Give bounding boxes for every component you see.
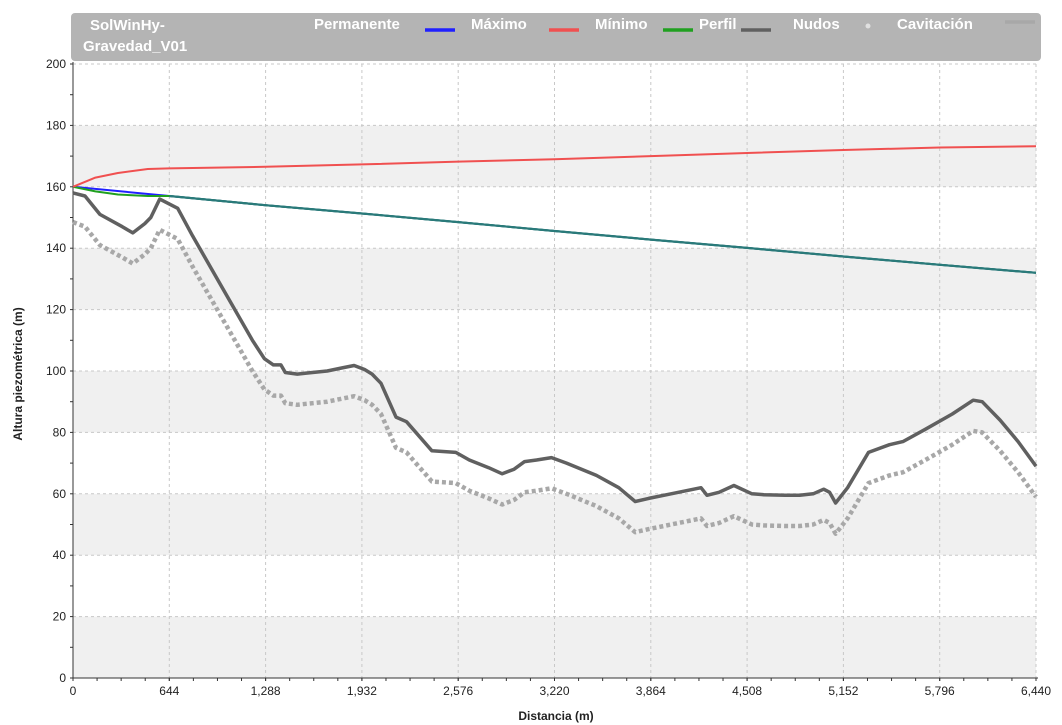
- x-tick-label: 3,864: [636, 684, 666, 698]
- series-lines: [72, 145, 1038, 536]
- y-tick-label: 160: [46, 180, 66, 194]
- x-tick-label: 1,288: [251, 684, 281, 698]
- series-line-perfil: [72, 191, 1038, 505]
- legend-label: Cavitación: [897, 16, 973, 33]
- y-tick-label: 20: [53, 610, 67, 624]
- header-title-line2: Gravedad_V01: [83, 38, 187, 55]
- header-title-line1: SolWinHy-: [90, 17, 165, 34]
- legend-swatch: [865, 23, 871, 29]
- y-tick-label: 180: [46, 118, 66, 132]
- x-axis-title: Distancia (m): [518, 709, 593, 723]
- x-tick-label: 4,508: [732, 684, 762, 698]
- y-tick-label: 200: [46, 57, 66, 71]
- series-line-maximo: [72, 145, 1037, 188]
- y-axis-title: Altura piezométrica (m): [11, 307, 25, 440]
- grid-lines: [73, 63, 1037, 678]
- x-tick-label: 6,440: [1021, 684, 1051, 698]
- legend-label: Mínimo: [595, 16, 648, 33]
- x-tick-label: 5,152: [828, 684, 858, 698]
- series-line-overlap: [169, 194, 1037, 274]
- axes: [70, 62, 1038, 681]
- legend-label: Máximo: [471, 16, 527, 33]
- y-tick-label: 80: [53, 425, 67, 439]
- tick-labels: 0 20 40 60 80 100 120 140 160 180 200 0 644 1,288 1,93…: [46, 57, 1051, 698]
- y-tick-label: 0: [59, 671, 66, 685]
- x-tick-label: 5,796: [925, 684, 955, 698]
- legend-label: Perfil: [699, 16, 737, 33]
- x-tick-label: 3,220: [539, 684, 569, 698]
- legend-label: Nudos: [793, 16, 840, 33]
- legend: Permanente Máximo Mínimo Perfil Nudos Cavitac…: [314, 16, 1035, 33]
- x-tick-label: 644: [159, 684, 179, 698]
- header-bar: SolWinHy- Gravedad_V01 Permanente Máximo M…: [71, 13, 1041, 61]
- y-tick-label: 100: [46, 364, 66, 378]
- legend-label: Permanente: [314, 16, 400, 33]
- header-background: [71, 13, 1041, 61]
- x-tick-label: 0: [70, 684, 77, 698]
- x-tick-label: 1,932: [347, 684, 377, 698]
- y-tick-label: 60: [53, 487, 67, 501]
- x-tick-label: 2,576: [443, 684, 473, 698]
- y-tick-label: 140: [46, 241, 66, 255]
- y-tick-label: 120: [46, 303, 66, 317]
- series-line-cavitacion: [72, 219, 1038, 536]
- y-tick-label: 40: [53, 548, 67, 562]
